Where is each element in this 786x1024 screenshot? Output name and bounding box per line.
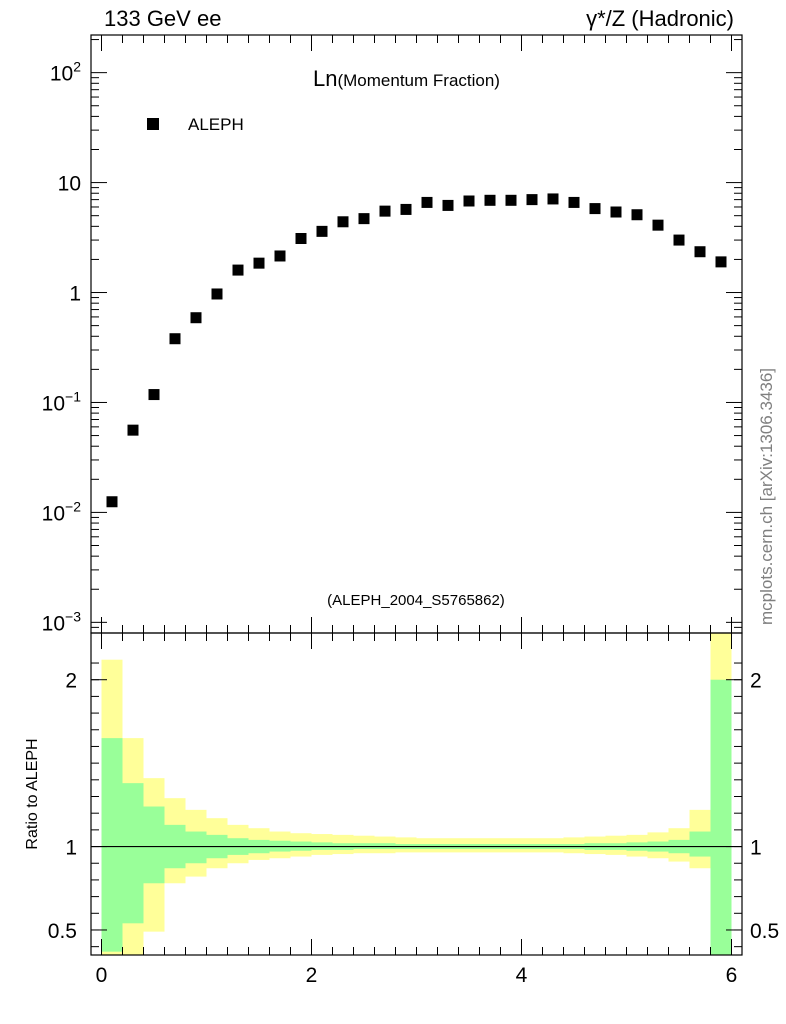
data-point bbox=[148, 389, 160, 401]
ratio-y-tick-label-right: 2 bbox=[750, 670, 762, 693]
analysis-tag: (ALEPH_2004_S5765862) bbox=[327, 592, 505, 609]
ratio-band-stat bbox=[710, 679, 732, 955]
data-point bbox=[652, 219, 664, 231]
data-point bbox=[400, 203, 412, 215]
data-point bbox=[484, 194, 496, 206]
ratio-band-stat bbox=[143, 806, 165, 884]
data-point bbox=[421, 196, 433, 208]
data-point bbox=[568, 196, 580, 208]
data-point bbox=[526, 194, 538, 206]
data-point bbox=[232, 264, 244, 276]
chart-title: Ln(Momentum Fraction) bbox=[313, 66, 500, 91]
data-point bbox=[673, 234, 685, 246]
header-process: γ*/Z (Hadronic) bbox=[586, 6, 734, 31]
data-point bbox=[127, 424, 139, 436]
data-point bbox=[610, 206, 622, 218]
data-point bbox=[379, 205, 391, 217]
ratio-band-stat bbox=[101, 738, 123, 952]
data-point bbox=[316, 225, 328, 237]
data-point bbox=[295, 233, 307, 245]
x-tick-label: 0 bbox=[96, 964, 108, 987]
ratio-y-tick-label-left: 1 bbox=[65, 837, 77, 860]
y-tick-label: 10 bbox=[58, 173, 81, 196]
legend-label-aleph: ALEPH bbox=[188, 115, 244, 134]
header-energy: 133 GeV ee bbox=[104, 6, 222, 31]
ratio-band-stat bbox=[689, 831, 711, 857]
data-point bbox=[106, 496, 118, 508]
x-tick-label: 4 bbox=[516, 964, 528, 987]
data-point bbox=[463, 195, 475, 207]
legend-marker-aleph bbox=[147, 118, 159, 130]
data-point bbox=[715, 256, 727, 268]
data-point bbox=[547, 193, 559, 205]
ratio-y-tick-label-left: 2 bbox=[65, 670, 77, 693]
y-tick-label: 10−3 bbox=[42, 608, 82, 635]
data-point bbox=[589, 203, 601, 215]
y-tick-label: 10−1 bbox=[42, 388, 82, 415]
data-point bbox=[631, 209, 643, 221]
x-tick-label: 6 bbox=[726, 964, 738, 987]
ratio-y-tick-label-right: 0.5 bbox=[750, 920, 779, 943]
y-tick-label: 102 bbox=[50, 59, 81, 86]
ratio-band-stat bbox=[122, 783, 144, 924]
ratio-band-stat bbox=[185, 831, 207, 864]
data-point bbox=[337, 216, 349, 228]
data-point bbox=[169, 333, 181, 345]
data-point bbox=[505, 194, 517, 206]
ratio-y-tick-label-right: 1 bbox=[750, 837, 762, 860]
data-point bbox=[358, 213, 370, 225]
data-point bbox=[442, 199, 454, 211]
data-point bbox=[274, 250, 286, 262]
x-tick-label: 2 bbox=[306, 964, 318, 987]
data-point bbox=[694, 246, 706, 258]
y-tick-label: 10−2 bbox=[42, 498, 82, 525]
data-point bbox=[211, 288, 223, 300]
ratio-plot-frame bbox=[90, 632, 743, 956]
ratio-y-tick-label-left: 0.5 bbox=[48, 920, 77, 943]
data-point bbox=[190, 312, 202, 324]
data-point bbox=[253, 257, 265, 269]
y-tick-label: 1 bbox=[69, 283, 81, 306]
ratio-y-axis-label: Ratio to ALEPH bbox=[24, 738, 41, 849]
